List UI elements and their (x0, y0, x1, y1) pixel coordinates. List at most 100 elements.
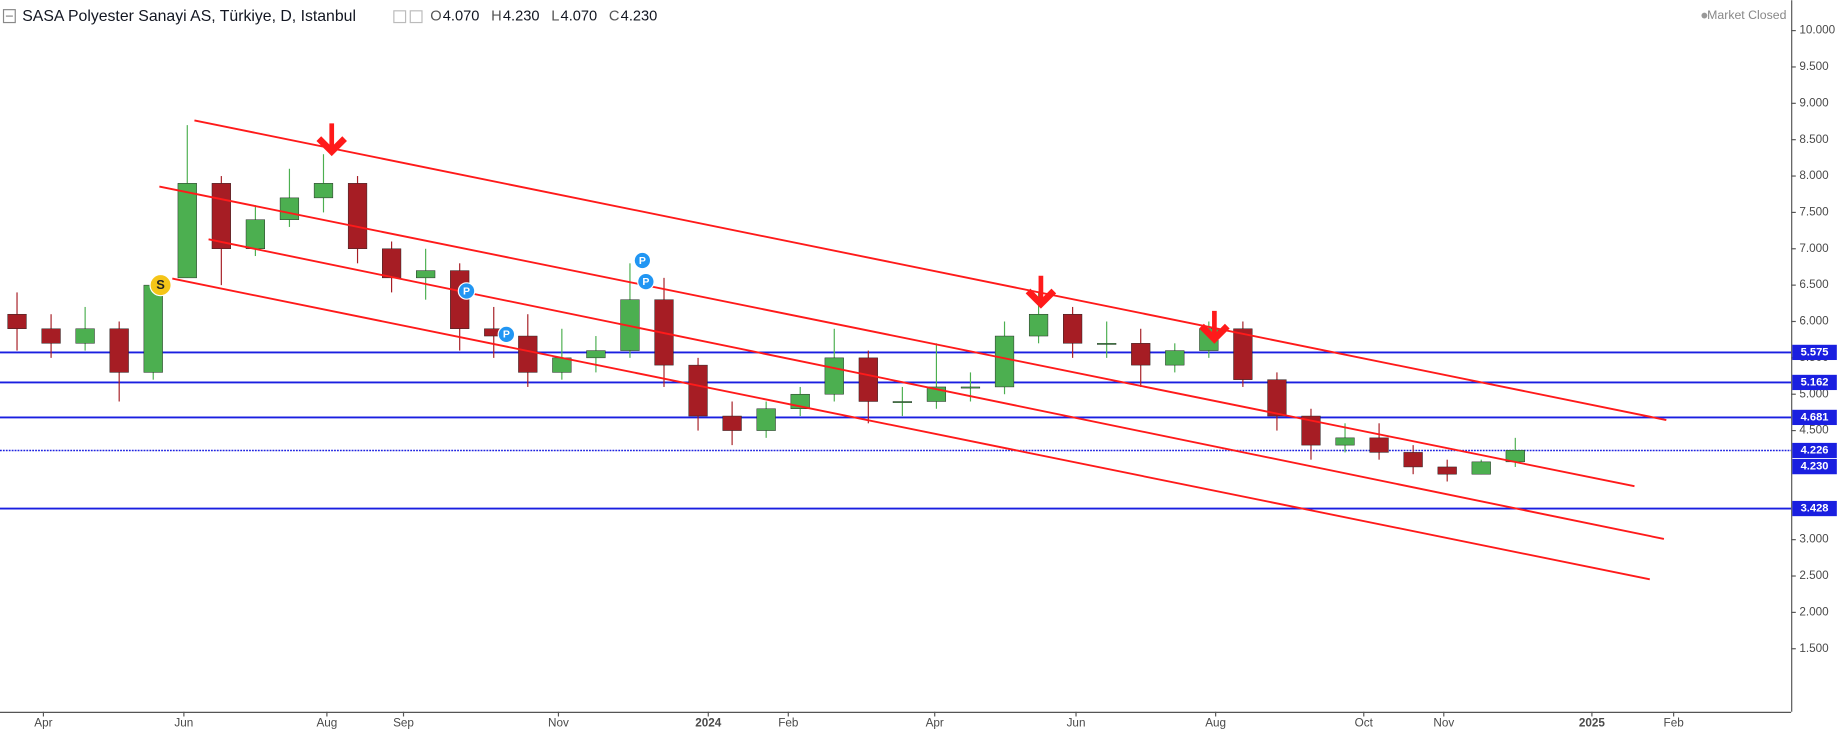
candle-body (960, 386, 981, 389)
y-tick-label: 9.000 (1799, 96, 1829, 109)
candle-body (1267, 379, 1287, 417)
x-tick-label: Feb (1664, 717, 1685, 730)
candle-body (245, 219, 265, 250)
symbol-title: SASA Polyester Sanayi AS, Türkiye, D, Is… (22, 8, 356, 25)
collapse-icon[interactable] (2, 9, 16, 24)
ohlc-key: H (491, 9, 502, 25)
candle-body (279, 197, 300, 220)
status-dot (1701, 12, 1708, 19)
event-marker (637, 272, 655, 291)
candle-body (177, 183, 197, 279)
x-tick-label: Aug (316, 717, 337, 730)
y-tick-label: 10.000 (1799, 24, 1835, 37)
candle-body (1131, 343, 1151, 366)
candle-body (41, 328, 61, 344)
level-label-box (1792, 344, 1837, 361)
down-arrow (1199, 310, 1230, 344)
candle-body (1369, 437, 1389, 453)
candle-body (313, 183, 334, 199)
x-tick-label: Nov (548, 717, 569, 730)
candle-body (1301, 415, 1321, 446)
event-marker (457, 282, 476, 300)
candle-body (75, 328, 95, 344)
y-tick-label: 7.500 (1799, 206, 1829, 219)
market-status: Market Closed (1707, 8, 1786, 22)
down-arrow (316, 123, 347, 157)
hide-icon[interactable] (409, 10, 423, 24)
ohlc-value: 4.230 (621, 9, 658, 25)
ohlc-key: C (609, 9, 620, 25)
candle-body (143, 284, 163, 373)
y-tick-label: 4.500 (1799, 424, 1829, 437)
event-marker (497, 325, 516, 344)
x-tick-label: Apr (34, 717, 52, 730)
y-tick-label: 8.000 (1799, 169, 1829, 182)
level-label-box (1792, 442, 1837, 459)
trend-line (208, 238, 1665, 540)
x-tick-label: 2025 (1579, 717, 1606, 730)
y-tick-label: 9.500 (1799, 60, 1829, 73)
event-marker-label: P (642, 276, 649, 288)
candle-body (1028, 313, 1049, 337)
candle-body (211, 183, 231, 250)
candle-body (722, 415, 742, 431)
ohlc-value: 4.230 (503, 9, 540, 25)
candle-body (824, 357, 844, 395)
x-tick-label: Jun (1067, 717, 1086, 730)
candle-body (1403, 452, 1423, 468)
y-tick-label: 6.000 (1799, 315, 1829, 328)
level-label: 4.681 (1801, 411, 1829, 423)
candle-body (858, 357, 878, 402)
candle-body (416, 270, 436, 279)
event-marker-label: P (639, 255, 646, 267)
x-tick-label: Sep (393, 717, 414, 730)
candle-body (1165, 350, 1185, 366)
candle-body (7, 313, 27, 329)
candle-body (1063, 313, 1083, 344)
y-tick-label: 5.000 (1799, 387, 1829, 400)
candle-body (1097, 343, 1117, 345)
candle-body (688, 364, 708, 417)
candle-body (994, 335, 1015, 388)
x-tick-label: 2024 (695, 717, 722, 730)
y-tick-label: 2.500 (1799, 569, 1829, 582)
ohlc-key: O (430, 9, 441, 25)
x-tick-label: Nov (1433, 717, 1454, 730)
candle-body (892, 401, 912, 403)
level-label: 3.428 (1801, 502, 1829, 514)
last-price-label: 4.230 (1801, 461, 1829, 473)
candle-body (1471, 461, 1491, 475)
ohlc-legend: O 4.070 H 4.230 L 4.070 C 4.230 (430, 9, 657, 25)
level-label: 4.226 (1801, 444, 1829, 456)
event-marker (633, 251, 652, 270)
level-label: 5.575 (1801, 346, 1829, 358)
event-marker-label: P (503, 329, 510, 341)
last-price-box (1792, 459, 1837, 475)
candle-body (586, 350, 606, 359)
candle-body (1437, 466, 1457, 475)
level-label-box (1792, 500, 1837, 517)
event-marker-label: S (156, 277, 165, 292)
x-tick-label: Feb (778, 717, 799, 730)
level-label-box (1792, 409, 1837, 426)
x-tick-label: Jun (174, 717, 193, 730)
level-label: 5.162 (1801, 376, 1829, 388)
settings-icon[interactable] (393, 10, 407, 24)
down-arrow (1025, 275, 1057, 309)
y-tick-label: 7.000 (1799, 242, 1829, 255)
candle-body (109, 328, 129, 373)
trend-line (159, 185, 1635, 488)
event-marker (149, 273, 172, 297)
candle-body (1335, 437, 1355, 446)
level-label-box (1792, 374, 1837, 391)
y-tick-label: 2.000 (1799, 605, 1829, 618)
trend-line (172, 277, 1650, 581)
ohlc-key: L (551, 9, 559, 25)
candle-body (347, 183, 368, 250)
y-tick-label: 8.500 (1799, 133, 1829, 146)
trend-line (194, 119, 1667, 421)
ohlc-value: 4.070 (443, 9, 480, 25)
